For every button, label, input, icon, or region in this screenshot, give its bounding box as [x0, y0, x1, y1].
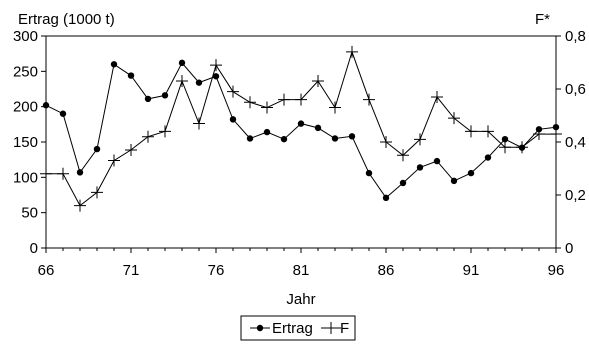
data-point-f: [499, 141, 511, 154]
data-point-f: [312, 75, 324, 88]
data-point-f: [57, 167, 69, 180]
data-point-ertrag: [195, 79, 203, 86]
data-point-ertrag: [178, 59, 186, 67]
data-point-f: [465, 125, 477, 138]
data-point-f: [261, 101, 273, 114]
series-line-f: [46, 50, 556, 207]
data-point-ertrag: [144, 95, 152, 103]
data-point-ertrag: [42, 102, 50, 109]
y-axis-left-title: Ertrag (1000 t): [18, 11, 115, 28]
y-left-tick-label: 200: [13, 99, 38, 116]
x-tick-label: 86: [378, 262, 395, 279]
data-point-ertrag: [263, 128, 271, 136]
data-point-ertrag: [127, 72, 135, 79]
data-point-f: [227, 85, 239, 98]
data-point-f: [516, 141, 528, 154]
data-point-ertrag: [382, 194, 390, 202]
data-point-ertrag: [552, 123, 560, 131]
y-left-tick-label: 100: [13, 169, 38, 186]
data-point-f: [482, 125, 494, 138]
y-axis-right-title: F*: [535, 11, 550, 28]
data-point-ertrag: [433, 157, 441, 165]
data-point-f: [142, 130, 154, 143]
legend-ertrag-marker: [256, 324, 264, 332]
data-point-ertrag: [331, 135, 339, 142]
data-point-ertrag: [450, 177, 458, 185]
data-point-ertrag: [161, 92, 169, 99]
y-right-tick-label: 0,6: [565, 81, 586, 98]
y-right-tick-label: 0: [565, 240, 573, 257]
data-point-f: [550, 128, 562, 141]
ticks-layer: 66 71 76 81 86 91 9605010015020025030000,20,40…: [13, 28, 586, 279]
data-point-f: [91, 186, 103, 199]
y-left-tick-label: 0: [30, 240, 38, 257]
data-point-f: [295, 93, 307, 106]
data-point-ertrag: [110, 61, 118, 68]
data-point-ertrag: [467, 169, 475, 177]
data-point-f: [193, 117, 205, 130]
data-point-f: [346, 45, 358, 58]
data-point-f: [363, 93, 375, 106]
data-point-f: [448, 112, 460, 125]
data-point-f: [380, 136, 392, 148]
data-point-f: [159, 125, 171, 138]
data-point-ertrag: [314, 124, 322, 132]
y-right-tick-label: 0,2: [565, 187, 586, 204]
plot-frame: [45, 35, 557, 249]
legend-label-f: F: [340, 320, 349, 337]
data-point-ertrag: [416, 164, 424, 171]
data-point-f: [210, 59, 222, 72]
y-right-tick-label: 0,4: [565, 134, 586, 151]
y-left-tick-label: 50: [21, 205, 38, 222]
x-tick-label: 71: [123, 262, 140, 279]
x-tick-label: 76: [208, 262, 225, 279]
data-point-ertrag: [76, 169, 84, 176]
y-left-tick-label: 150: [13, 134, 38, 151]
x-tick-label: 66: [38, 262, 55, 279]
x-tick-label: 91: [463, 262, 480, 279]
series-layer: [40, 45, 562, 212]
data-point-ertrag: [297, 120, 305, 127]
x-tick-label: 96: [548, 262, 565, 279]
data-point-f: [125, 143, 137, 156]
data-point-ertrag: [399, 179, 407, 187]
legend-label-ertrag: Ertrag: [272, 320, 313, 337]
data-point-ertrag: [484, 154, 492, 161]
data-point-f: [397, 149, 409, 162]
legend: Ertrag F: [240, 315, 356, 341]
data-point-f: [244, 96, 256, 109]
data-point-f: [414, 133, 426, 146]
data-point-f: [74, 199, 86, 212]
data-point-f: [431, 90, 443, 103]
y-left-tick-label: 250: [13, 63, 38, 80]
data-point-f: [40, 167, 52, 180]
data-point-ertrag: [229, 116, 237, 123]
data-point-f: [176, 75, 188, 88]
data-point-ertrag: [348, 133, 356, 140]
data-point-ertrag: [365, 169, 373, 177]
data-point-f: [329, 101, 341, 114]
legend-f-marker: [325, 322, 337, 334]
data-point-f: [533, 128, 545, 141]
data-point-ertrag: [59, 110, 67, 117]
data-point-ertrag: [93, 145, 101, 153]
series-line-ertrag: [45, 62, 557, 199]
x-axis-title: Jahr: [286, 291, 315, 308]
data-point-f: [108, 154, 120, 167]
data-point-ertrag: [501, 135, 509, 143]
data-point-ertrag: [212, 73, 220, 80]
y-left-tick-label: 300: [13, 28, 38, 45]
y-right-tick-label: 0,8: [565, 28, 586, 45]
data-point-ertrag: [246, 135, 254, 142]
x-tick-label: 81: [293, 262, 310, 279]
data-point-f: [278, 93, 290, 106]
data-point-ertrag: [280, 135, 288, 143]
